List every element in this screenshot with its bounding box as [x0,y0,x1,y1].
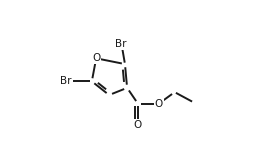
Text: O: O [134,120,142,130]
Text: Br: Br [60,76,72,86]
Text: O: O [92,53,100,63]
Text: Br: Br [115,39,126,49]
Text: O: O [155,99,163,109]
